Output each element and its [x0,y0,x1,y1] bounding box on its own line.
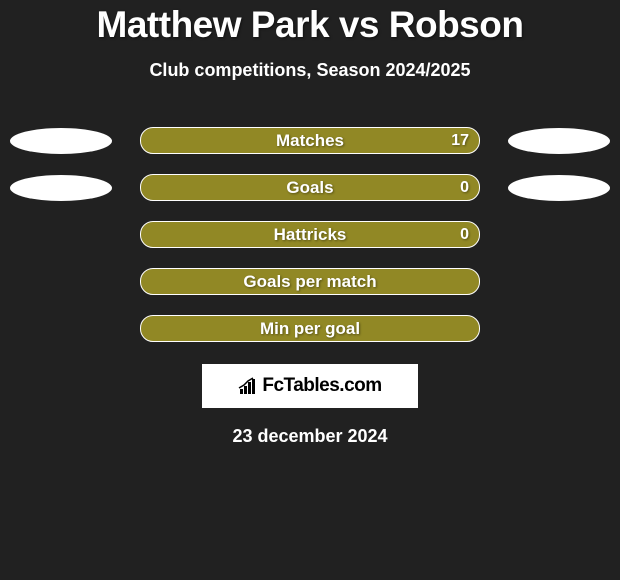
right-badge-icon [508,175,610,201]
stat-row-matches: Matches 17 [0,127,620,154]
stat-bar: Goals per match [140,268,480,295]
stat-bar: Matches 17 [140,127,480,154]
bar-chart-icon [238,377,260,395]
stat-bar: Goals 0 [140,174,480,201]
stat-label: Goals [286,178,333,198]
left-badge-icon [10,175,112,201]
right-badge-icon [508,128,610,154]
comparison-card: Matthew Park vs Robson Club competitions… [0,0,620,447]
stat-bar: Min per goal [140,315,480,342]
stat-value: 0 [460,179,469,197]
stat-bar: Hattricks 0 [140,221,480,248]
logo: FcTables.com [238,375,381,397]
stat-row-hattricks: Hattricks 0 [0,221,620,248]
stat-value: 0 [460,226,469,244]
stat-row-goals-per-match: Goals per match [0,268,620,295]
logo-text: FcTables.com [262,375,381,397]
date-label: 23 december 2024 [0,426,620,447]
stat-row-goals: Goals 0 [0,174,620,201]
page-title: Matthew Park vs Robson [0,4,620,46]
stat-label: Goals per match [243,272,376,292]
stat-label: Min per goal [260,319,360,339]
stat-row-min-per-goal: Min per goal [0,315,620,342]
left-badge-icon [10,128,112,154]
stat-label: Matches [276,131,344,151]
stat-value: 17 [451,132,469,150]
logo-card[interactable]: FcTables.com [202,364,418,408]
stat-label: Hattricks [274,225,347,245]
subtitle: Club competitions, Season 2024/2025 [0,60,620,81]
